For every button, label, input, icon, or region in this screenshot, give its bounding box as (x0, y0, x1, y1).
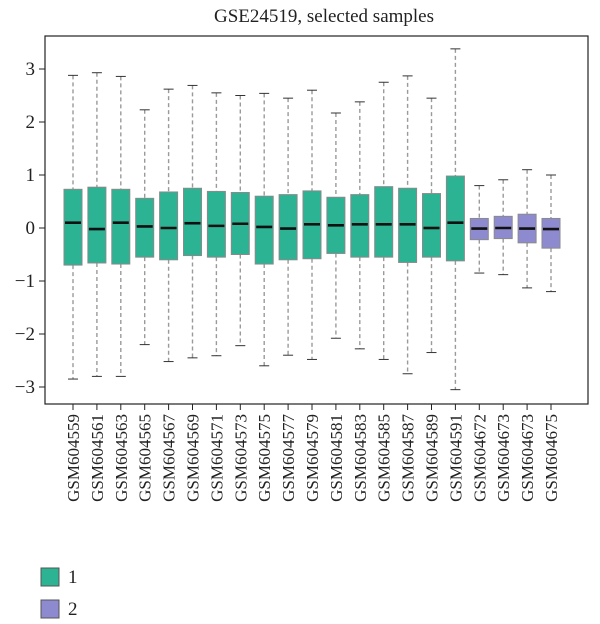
box-gsm604581 (326, 112, 346, 339)
legend-swatch-2 (40, 599, 60, 619)
x-tick-label: GSM604673 (518, 414, 537, 502)
box-gsm604569 (183, 84, 202, 359)
box-iqr (422, 193, 441, 258)
legend: 12 (40, 567, 78, 620)
box-gsm604673 (493, 179, 513, 276)
box-gsm604571 (206, 92, 226, 357)
box-iqr (63, 188, 83, 266)
box-gsm604589 (422, 97, 441, 354)
box-gsm604673 (517, 169, 537, 289)
box-iqr (445, 175, 465, 262)
x-tick-label: GSM604585 (375, 414, 394, 502)
box-gsm604585 (374, 81, 394, 360)
box-gsm604567 (159, 88, 179, 363)
x-tick-label: GSM604581 (327, 414, 346, 502)
y-tick-label: 3 (26, 59, 36, 80)
box-iqr (111, 188, 131, 265)
box-iqr (87, 186, 107, 264)
y-tick-label: 2 (26, 112, 36, 133)
box-gsm604575 (254, 92, 274, 367)
box-iqr (350, 194, 370, 258)
box-gsm604577 (278, 97, 298, 356)
x-tick-label: GSM604675 (542, 414, 561, 502)
y-tick-label: −3 (15, 377, 35, 398)
x-tick-label: GSM604589 (423, 414, 442, 502)
box-gsm604672 (469, 185, 489, 274)
x-tick-label: GSM604673 (494, 414, 513, 502)
x-tick-label: GSM604591 (446, 414, 465, 502)
box-gsm604583 (350, 101, 370, 350)
x-tick-label: GSM604561 (88, 414, 107, 502)
box-gsm604573 (230, 95, 250, 347)
x-tick-label: GSM604559 (64, 414, 83, 502)
x-tick-label: GSM604579 (303, 414, 322, 502)
box-gsm604563 (111, 75, 131, 377)
box-iqr (135, 197, 155, 258)
box-iqr (159, 191, 179, 261)
box-iqr (206, 190, 226, 258)
box-iqr (183, 187, 202, 257)
box-iqr (374, 186, 394, 258)
chart-title: GSE24519, selected samples (214, 6, 434, 27)
x-tick-label: GSM604575 (255, 414, 274, 502)
legend-swatch-1 (40, 567, 60, 587)
box-gsm604587 (398, 75, 418, 375)
x-tick-label: GSM604587 (399, 414, 418, 502)
y-tick-label: 0 (26, 218, 36, 239)
x-tick-label: GSM604577 (279, 414, 298, 502)
x-tick-label: GSM604571 (207, 414, 226, 502)
y-tick-label: −1 (15, 271, 35, 292)
box-gsm604565 (135, 109, 155, 346)
x-tick-label: GSM604573 (231, 414, 250, 502)
box-gsm604579 (302, 89, 322, 360)
legend-label-1: 1 (68, 567, 78, 588)
box-gsm604559 (63, 74, 83, 380)
x-tick-label: GSM604563 (112, 414, 131, 502)
legend-label-2: 2 (68, 599, 78, 620)
x-tick-label: GSM604672 (470, 414, 489, 502)
x-tick-label: GSM604569 (184, 414, 203, 502)
plot-frame (44, 35, 589, 405)
x-tick-label: GSM604583 (351, 414, 370, 502)
box-iqr (541, 217, 561, 249)
x-tick-label: GSM604565 (136, 414, 155, 502)
plot-area: −3 −2 −1 0 1 2 3 GSM604559 GSM604561 GSM604563 GSM… (15, 35, 589, 502)
box-gsm604561 (87, 72, 107, 377)
box-gsm604675 (541, 174, 561, 293)
y-tick-label: −2 (15, 324, 35, 345)
box-iqr (278, 194, 298, 261)
x-tick-label: GSM604567 (160, 414, 179, 502)
y-tick-label: 1 (26, 165, 36, 186)
box-gsm604591 (445, 48, 465, 391)
box-iqr (254, 195, 274, 265)
